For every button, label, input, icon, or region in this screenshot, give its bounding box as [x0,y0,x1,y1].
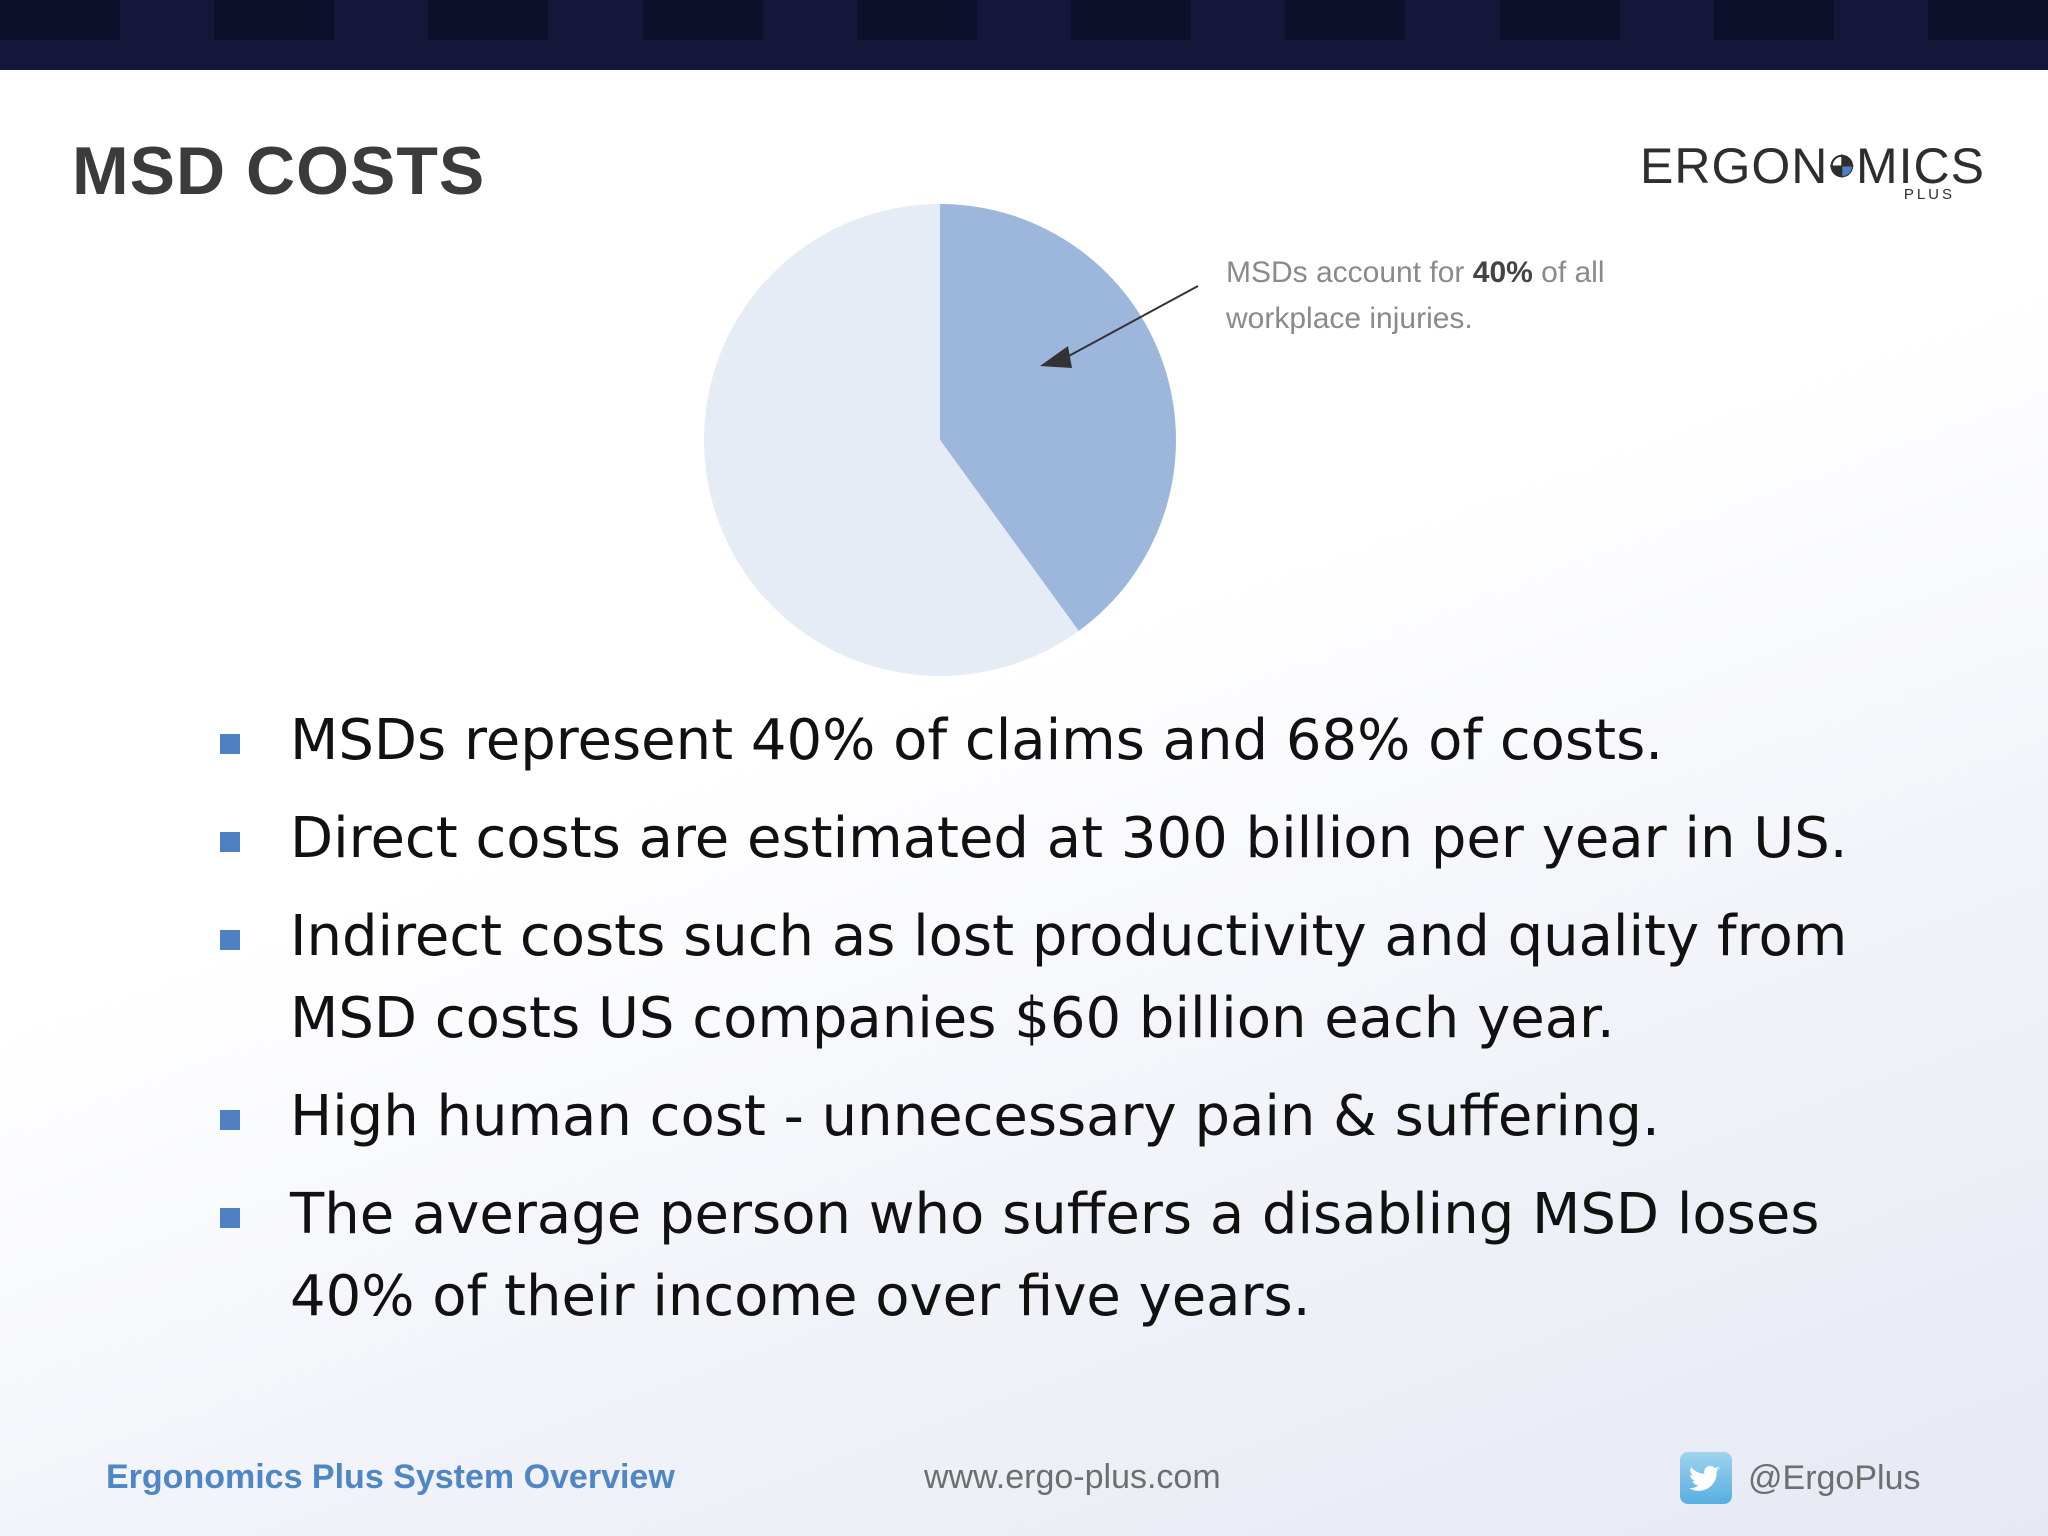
banner-segment [1285,0,1406,40]
bullet-text: Indirect costs such as lost productivity… [290,904,1848,1051]
bullet-text: High human cost - unnecessary pain & suf… [290,1084,1660,1149]
twitter-handle: @ErgoPlus [1748,1458,1921,1497]
banner-segment [1071,0,1192,40]
bullet-square-icon [220,1208,240,1228]
annotation-highlight: 40% [1472,256,1533,289]
footer-presentation-title: Ergonomics Plus System Overview [106,1458,675,1496]
logo-subtext: PLUS [1903,186,1955,203]
annotation-text-post: of all workplace injuries. [1226,256,1605,335]
banner-segment [0,0,120,40]
bullet-square-icon [220,832,240,852]
pie-slice-1 [703,204,1079,676]
bullet-item: High human cost - unnecessary pain & suf… [210,1076,1910,1158]
bullet-square-icon [220,734,240,754]
pie-chart [703,204,1176,676]
annotation-text-pre: MSDs account for [1226,256,1473,289]
banner-segment [428,0,549,40]
twitter-icon [1680,1452,1732,1504]
top-banner [0,0,2048,70]
banner-segment [1499,0,1620,40]
bullet-item: Direct costs are estimated at 300 billio… [210,798,1910,880]
bullet-text: Direct costs are estimated at 300 billio… [290,806,1848,871]
bullet-square-icon [220,1110,240,1130]
banner-segment [642,0,763,40]
logo-text-right: MICS [1856,138,1985,194]
slide-title: MSD COSTS [72,133,486,209]
banner-segment [1713,0,1834,40]
bullet-item: MSDs represent 40% of claims and 68% of … [210,700,1910,782]
compass-logo-icon [1830,154,1854,178]
bullet-item: Indirect costs such as lost productivity… [210,896,1910,1060]
bullet-text: The average person who suffers a disabli… [290,1182,1820,1329]
footer-twitter[interactable]: @ErgoPlus [1680,1452,1920,1504]
banner-segment [214,0,335,40]
bullet-text: MSDs represent 40% of claims and 68% of … [290,708,1664,773]
pie-annotation: MSDs account for 40% of all workplace in… [1226,250,1646,342]
banner-segment [1927,0,2048,40]
ergonomics-plus-logo: ERGON MICS PLUS [1640,138,1985,204]
bullet-square-icon [220,930,240,950]
bullet-list: MSDs represent 40% of claims and 68% of … [210,700,1910,1354]
callout-arrow [1040,285,1199,368]
banner-segment [856,0,977,40]
footer-website-link[interactable]: www.ergo-plus.com [924,1458,1221,1496]
bullet-item: The average person who suffers a disabli… [210,1174,1910,1338]
pie-slice-0 [940,204,1176,631]
logo-text-left: ERGON [1640,138,1829,194]
